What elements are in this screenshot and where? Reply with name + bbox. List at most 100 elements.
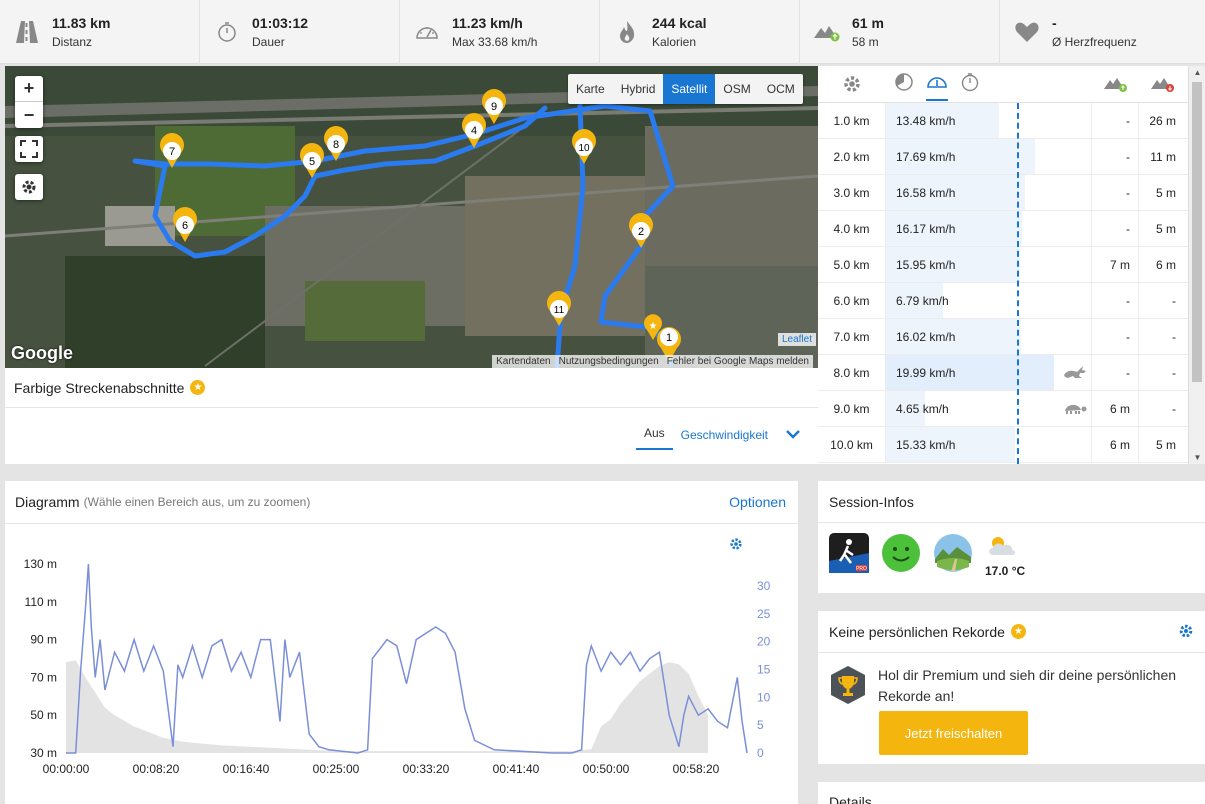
svg-text:6: 6 bbox=[182, 220, 188, 232]
speed-cell: 16.58 km/h bbox=[896, 186, 956, 200]
speed-bar bbox=[886, 319, 1021, 354]
options-label: Optionen bbox=[729, 494, 786, 510]
duration-value: 01:03:12 bbox=[252, 15, 309, 31]
up-cell: - bbox=[1092, 139, 1139, 174]
session-icons: PRO 17.0 °C bbox=[818, 523, 1205, 578]
km-table-body: 1.0 km 13.48 km/h - 26 m 2.0 km 17.69 km… bbox=[818, 103, 1205, 463]
svg-text:8: 8 bbox=[333, 139, 339, 151]
marker-9[interactable]: 9 bbox=[482, 89, 506, 124]
svg-text:2: 2 bbox=[638, 226, 644, 238]
layer-hybrid[interactable]: Hybrid bbox=[620, 82, 656, 96]
km-cell: 5.0 km bbox=[818, 247, 886, 282]
details-title: Details bbox=[829, 794, 872, 804]
temperature-value: 17.0 °C bbox=[985, 564, 1026, 578]
table-row[interactable]: 3.0 km 16.58 km/h - 5 m bbox=[818, 175, 1205, 211]
turtle-icon bbox=[1062, 401, 1088, 418]
svg-text:7: 7 bbox=[169, 146, 175, 158]
marker-10[interactable]: 10 bbox=[572, 129, 596, 164]
scroll-up-arrow[interactable]: ▲ bbox=[1193, 68, 1202, 77]
records-settings-button[interactable] bbox=[1178, 623, 1194, 642]
elevation-speed-chart[interactable]: 130 m 110 m 90 m 70 m 50 m 30 m 30 25 20 15 10 5 0 00… bbox=[5, 524, 798, 804]
speed-tab[interactable] bbox=[926, 73, 948, 101]
diagram-header: Diagramm (Wähle einen Bereich aus, um zu… bbox=[5, 481, 798, 550]
tab-off[interactable]: Aus bbox=[635, 426, 673, 450]
layer-ocm[interactable]: OCM bbox=[766, 82, 795, 96]
attribution-terms[interactable]: Nutzungsbedingungen bbox=[558, 356, 659, 367]
up-cell: - bbox=[1092, 175, 1139, 210]
km-cell: 9.0 km bbox=[818, 391, 886, 426]
layer-karte[interactable]: Karte bbox=[576, 82, 605, 96]
marker-start[interactable]: ★ bbox=[644, 314, 662, 340]
chevron-down-icon[interactable] bbox=[776, 426, 804, 450]
attribution-map-data[interactable]: Kartendaten bbox=[496, 356, 551, 367]
average-speed-line bbox=[1017, 103, 1019, 464]
down-cell: 11 m bbox=[1150, 149, 1176, 164]
speed-bar bbox=[886, 175, 1025, 210]
fullscreen-button[interactable] bbox=[15, 136, 43, 162]
layer-osm[interactable]: OSM bbox=[723, 82, 751, 96]
marker-7[interactable]: 7 bbox=[160, 133, 184, 168]
layer-satellit[interactable]: Satellit bbox=[663, 74, 716, 104]
km-cell: 2.0 km bbox=[818, 139, 886, 174]
marker-4[interactable]: 4 bbox=[462, 113, 487, 148]
table-row[interactable]: 6.0 km 6.79 km/h - - bbox=[818, 283, 1205, 319]
zoom-out-button[interactable]: − bbox=[23, 104, 35, 125]
km-cell: 8.0 km bbox=[818, 355, 886, 390]
table-row[interactable]: 1.0 km 13.48 km/h - 26 m bbox=[818, 103, 1205, 139]
scroll-down-arrow[interactable]: ▼ bbox=[1193, 453, 1202, 462]
stat-duration: 01:03:12 Dauer bbox=[200, 0, 400, 64]
gear-icon bbox=[730, 538, 742, 550]
gear-icon bbox=[22, 180, 36, 194]
attribution-report-error[interactable]: Fehler bei Google Maps melden bbox=[666, 356, 809, 367]
speed-cell: 15.33 km/h bbox=[896, 438, 956, 452]
table-settings-button[interactable] bbox=[818, 66, 886, 102]
options-button[interactable]: Optionen bbox=[729, 494, 786, 550]
scroll-thumb[interactable] bbox=[1192, 82, 1202, 382]
table-row[interactable]: 4.0 km 16.17 km/h - 5 m bbox=[818, 211, 1205, 247]
marker-8[interactable]: 8 bbox=[324, 126, 349, 161]
segments-title: Farbige Streckenabschnitte bbox=[14, 379, 185, 396]
speed-bar bbox=[886, 103, 999, 138]
heart-icon bbox=[1010, 21, 1044, 43]
zoom-in-button[interactable]: + bbox=[15, 76, 43, 102]
premium-text: Hol dir Premium und sieh dir deine persö… bbox=[878, 667, 1177, 704]
x-tick-label: 00:16:40 bbox=[223, 762, 270, 776]
elevation-down-column bbox=[1139, 66, 1186, 102]
elevation-up-column bbox=[1092, 66, 1139, 102]
map-settings-button[interactable] bbox=[15, 174, 43, 200]
unlock-premium-button[interactable]: Jetzt freischalten bbox=[879, 711, 1028, 755]
table-row[interactable]: 9.0 km 4.65 km/h 6 m - bbox=[818, 391, 1205, 427]
y-right-tick-label: 5 bbox=[757, 718, 764, 732]
terrain-park-icon bbox=[933, 533, 973, 578]
km-cell: 7.0 km bbox=[818, 319, 886, 354]
records-header: Keine persönlichen Rekorde ★ bbox=[818, 611, 1205, 653]
marker-1[interactable]: 1 bbox=[657, 327, 681, 362]
table-row[interactable]: 2.0 km 17.69 km/h - 11 m bbox=[818, 139, 1205, 175]
summary-stats-bar: 11.83 km Distanz 01:03:12 Dauer 11.23 km/h… bbox=[0, 0, 1205, 64]
km-cell: 10.0 km bbox=[818, 427, 886, 462]
pace-tab[interactable] bbox=[894, 72, 914, 97]
svg-text:5: 5 bbox=[309, 156, 315, 168]
km-table-header bbox=[818, 66, 1205, 103]
y-left-tick-label: 70 m bbox=[30, 670, 57, 684]
table-row[interactable]: 10.0 km 15.33 km/h 6 m 5 m bbox=[818, 427, 1205, 463]
stat-elevation: 61 m 58 m bbox=[800, 0, 1000, 64]
down-cell: 5 m bbox=[1155, 437, 1176, 452]
table-scrollbar[interactable]: ▲ ▼ bbox=[1188, 66, 1205, 464]
table-row[interactable]: 8.0 km 19.99 km/h - - bbox=[818, 355, 1205, 391]
tab-speed[interactable]: Geschwindigkeit bbox=[680, 428, 768, 442]
table-row[interactable]: 7.0 km 16.02 km/h - - bbox=[818, 319, 1205, 355]
session-title: Session-Infos bbox=[829, 493, 914, 510]
duration-tab[interactable] bbox=[960, 72, 980, 97]
route-map[interactable]: 1 ★ 2 4 5 6 7 8 9 10 11 + − Karte Hybrid… bbox=[5, 66, 818, 368]
up-cell: 7 m bbox=[1092, 247, 1139, 282]
stopwatch-icon bbox=[961, 72, 979, 91]
marker-6[interactable]: 6 bbox=[173, 207, 197, 242]
marker-2[interactable]: 2 bbox=[629, 213, 653, 248]
premium-promo: Hol dir Premium und sieh dir deine persö… bbox=[818, 653, 1205, 710]
table-row[interactable]: 5.0 km 15.95 km/h 7 m 6 m bbox=[818, 247, 1205, 283]
y-right-tick-label: 25 bbox=[757, 607, 771, 621]
marker-11[interactable]: 11 bbox=[547, 291, 572, 326]
marker-5[interactable]: 5 bbox=[300, 143, 325, 178]
leaflet-link[interactable]: Leaflet bbox=[777, 333, 816, 346]
